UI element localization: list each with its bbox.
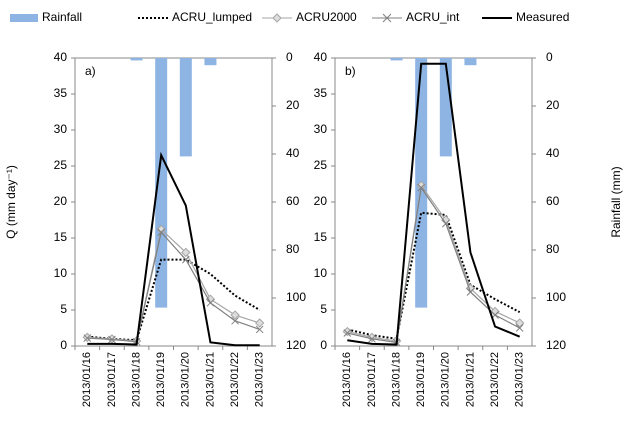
- marker: [514, 318, 525, 328]
- legend-label: Measured: [516, 10, 569, 24]
- y2-tick-label: 60: [286, 194, 300, 208]
- y2-tick-label: 120: [546, 338, 566, 352]
- legend-marker: [272, 13, 282, 23]
- x-tick-label: 2013/01/21: [464, 352, 476, 407]
- marker: [417, 183, 426, 192]
- marker: [181, 247, 191, 258]
- plot-frame: [74, 57, 273, 347]
- x-tick-label: 2013/01/19: [415, 352, 427, 407]
- y2-tick-label: 80: [286, 242, 300, 256]
- marker: [342, 326, 353, 337]
- y-tick-label: 0: [60, 338, 67, 352]
- y-tick-label: 10: [314, 266, 328, 280]
- y-tick-label: 0: [320, 338, 327, 352]
- y-tick-label: 35: [54, 86, 68, 100]
- y-tick-label: 20: [314, 194, 328, 208]
- y2-tick-label: 0: [286, 50, 293, 64]
- y-tick-label: 5: [320, 302, 327, 316]
- y-tick-label: 10: [54, 266, 68, 280]
- marker: [230, 310, 240, 320]
- marker: [255, 325, 264, 334]
- x-tick-label: 2013/01/17: [106, 352, 118, 407]
- series-line: [347, 186, 520, 344]
- marker: [466, 288, 475, 296]
- y2-tick-label: 80: [546, 242, 560, 256]
- y-axis-label: Q (mm day⁻¹): [4, 165, 18, 239]
- x-tick-label: 2013/01/18: [390, 352, 402, 407]
- x-tick-label: 2013/01/19: [155, 352, 167, 407]
- y-tick-label: 40: [314, 50, 328, 64]
- x-tick-label: 2013/01/21: [204, 352, 216, 407]
- legend-label: ACRU_lumped: [172, 10, 252, 24]
- marker: [231, 316, 239, 325]
- series-line: [347, 183, 520, 342]
- series-line: [347, 62, 521, 346]
- y2-tick-label: 100: [286, 290, 306, 304]
- x-tick-label: 2013/01/16: [341, 352, 353, 407]
- series-line: [347, 211, 521, 340]
- marker: [441, 219, 450, 228]
- y-tick-label: 25: [54, 158, 68, 172]
- y2-tick-label: 120: [286, 338, 306, 352]
- rain-bar: [439, 58, 452, 157]
- x-tick-label: 2013/01/20: [180, 352, 192, 407]
- legend-label: ACRU_int: [406, 10, 460, 24]
- legend-label: Rainfall: [42, 10, 82, 24]
- x-tick-label: 2013/01/23: [254, 352, 266, 407]
- marker: [206, 298, 215, 307]
- marker: [367, 332, 377, 343]
- marker: [515, 324, 524, 332]
- y2-tick-label: 40: [546, 146, 560, 160]
- marker: [82, 332, 93, 343]
- y-tick-label: 30: [314, 122, 328, 136]
- panel-label: a): [85, 64, 96, 78]
- x-tick-label: 2013/01/17: [366, 352, 378, 407]
- rain-bar: [130, 58, 143, 61]
- marker: [254, 318, 265, 328]
- y-tick-label: 5: [60, 302, 67, 316]
- marker: [157, 228, 166, 237]
- y2-tick-label: 20: [546, 98, 560, 112]
- y-tick-label: 35: [314, 86, 328, 100]
- y2-tick-label: 40: [286, 146, 300, 160]
- panel-label: b): [345, 64, 356, 78]
- y-tick-label: 20: [54, 194, 68, 208]
- y-tick-label: 15: [314, 230, 328, 244]
- y2-tick-label: 0: [546, 50, 553, 64]
- marker: [181, 255, 190, 264]
- y2-tick-label: 100: [546, 290, 566, 304]
- y-tick-label: 25: [314, 158, 328, 172]
- marker: [343, 329, 352, 337]
- rain-bar: [390, 58, 403, 61]
- y2-tick-label: 20: [286, 98, 300, 112]
- legend-label: ACRU2000: [296, 10, 357, 24]
- marker: [368, 334, 376, 343]
- y-tick-label: 40: [54, 50, 68, 64]
- series-line: [87, 230, 260, 343]
- y2-tick-label: 60: [546, 194, 560, 208]
- series-line: [87, 151, 260, 347]
- legend-marker: [382, 13, 392, 23]
- x-tick-label: 2013/01/23: [514, 352, 526, 407]
- legend-swatch: [10, 14, 38, 22]
- rain-bar: [179, 58, 192, 157]
- y2-axis-label: Rainfall (mm): [609, 166, 623, 237]
- marker: [108, 335, 116, 344]
- rain-bar: [204, 58, 217, 66]
- series-line: [87, 258, 261, 342]
- x-tick-label: 2013/01/18: [130, 352, 142, 407]
- y-tick-label: 30: [54, 122, 68, 136]
- x-tick-label: 2013/01/22: [229, 352, 241, 407]
- x-tick-label: 2013/01/20: [440, 352, 452, 407]
- y-tick-label: 15: [54, 230, 68, 244]
- x-tick-label: 2013/01/22: [489, 352, 501, 407]
- marker: [83, 334, 92, 342]
- x-tick-label: 2013/01/16: [81, 352, 93, 407]
- rain-bar: [464, 58, 477, 66]
